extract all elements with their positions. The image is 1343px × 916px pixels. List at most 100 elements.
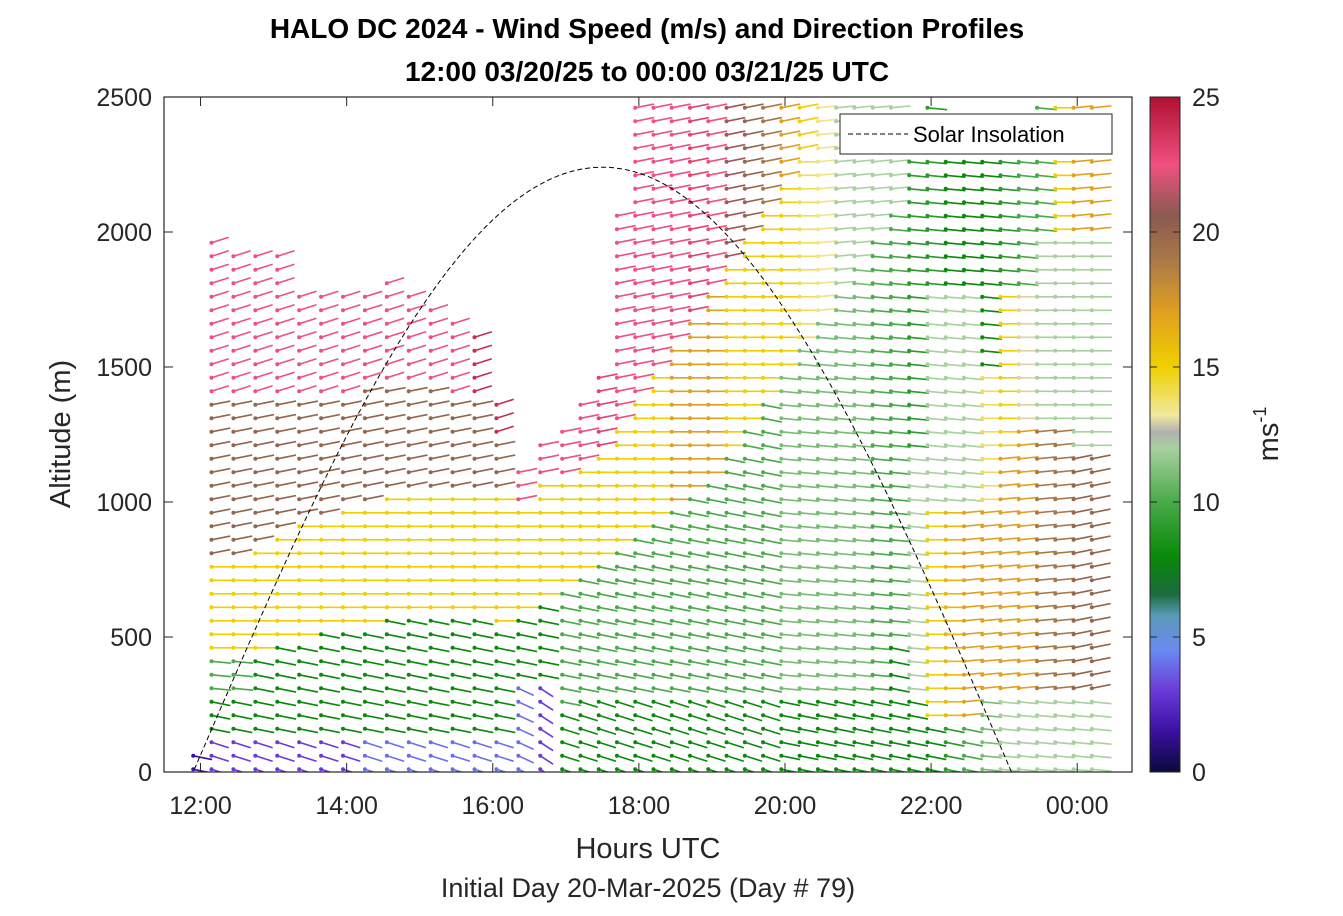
- wind-barb: [386, 687, 406, 693]
- wind-barb-head: [1089, 321, 1094, 326]
- wind-barb-head: [852, 740, 857, 745]
- wind-barb: [452, 687, 472, 693]
- wind-barb-head: [706, 632, 711, 637]
- wind-barb-head: [834, 497, 839, 502]
- wind-barb-head: [209, 240, 214, 245]
- wind-barb: [255, 728, 275, 734]
- wind-barb-head: [209, 321, 214, 326]
- wind-barb-head: [888, 564, 893, 569]
- wind-barb-head: [319, 375, 324, 380]
- wind-barb: [233, 548, 253, 555]
- wind-barb: [945, 485, 966, 489]
- wind-barb-head: [925, 308, 930, 313]
- wind-barb-head: [516, 645, 521, 650]
- wind-barb-head: [596, 672, 601, 677]
- wind-barb-head: [472, 335, 477, 340]
- wind-barb-head: [297, 402, 302, 407]
- wind-barb: [890, 186, 911, 190]
- wind-barb-head: [1089, 416, 1094, 421]
- wind-barb-head: [472, 740, 477, 745]
- wind-barb-head: [1053, 240, 1058, 245]
- wind-barb-head: [1016, 726, 1021, 731]
- wind-barb: [689, 633, 709, 639]
- wind-barb: [233, 440, 253, 447]
- wind-barb-head: [742, 672, 747, 677]
- wind-barb: [342, 728, 362, 734]
- wind-barb-head: [724, 402, 729, 407]
- wind-barb: [233, 263, 251, 271]
- wind-barb-head: [275, 348, 280, 353]
- wind-barb: [781, 471, 802, 476]
- wind-barb: [726, 184, 746, 190]
- legend-entry-solar-insolation: Solar Insolation: [913, 122, 1065, 147]
- wind-barb-head: [724, 308, 729, 313]
- wind-barb-head: [578, 564, 583, 569]
- wind-barb: [836, 253, 856, 258]
- wind-barb-head: [1053, 564, 1058, 569]
- wind-barb-head: [560, 713, 565, 718]
- wind-barb-head: [980, 456, 985, 461]
- wind-barb: [1055, 672, 1076, 676]
- wind-barb-head: [742, 119, 747, 124]
- wind-barb: [255, 371, 273, 379]
- wind-barb-head: [384, 362, 389, 367]
- wind-barb: [1073, 629, 1093, 636]
- wind-barb: [211, 741, 230, 749]
- wind-barb: [1036, 228, 1057, 233]
- wind-barb-head: [724, 186, 729, 191]
- wind-barb-head: [1035, 740, 1040, 745]
- wind-barb: [744, 647, 764, 653]
- wind-barb-head: [925, 632, 930, 637]
- wind-barb-head: [209, 470, 214, 475]
- wind-barb: [598, 579, 618, 585]
- wind-barb-head: [797, 591, 802, 596]
- wind-barb: [744, 512, 764, 518]
- wind-barb: [909, 498, 929, 503]
- wind-barb-head: [688, 254, 693, 259]
- wind-profile-column: [761, 103, 784, 772]
- wind-barb-head: [1071, 470, 1076, 475]
- wind-barb: [1018, 510, 1039, 514]
- wind-barb: [1091, 199, 1112, 204]
- wind-barb-head: [633, 335, 638, 340]
- wind-barb-head: [852, 159, 857, 164]
- wind-barb-head: [834, 429, 839, 434]
- wind-barb: [963, 685, 984, 690]
- wind-barb: [726, 130, 746, 136]
- wind-barb: [430, 768, 442, 772]
- wind-barb-head: [852, 672, 857, 677]
- wind-barb-head: [1035, 294, 1040, 299]
- wind-barb-head: [297, 429, 302, 434]
- wind-barb-head: [943, 173, 948, 178]
- wind-barb: [671, 319, 691, 325]
- wind-barb: [726, 498, 746, 504]
- wind-barb-head: [961, 713, 966, 718]
- wind-barb-head: [1089, 429, 1094, 434]
- wind-barb-head: [961, 578, 966, 583]
- wind-barb-head: [943, 659, 948, 664]
- wind-barb-head: [779, 726, 784, 731]
- wind-barb: [963, 712, 984, 717]
- wind-barb-head: [943, 294, 948, 299]
- wind-barb: [726, 687, 746, 693]
- wind-barb: [1000, 242, 1021, 246]
- wind-barb-head: [998, 159, 1003, 164]
- wind-barb-head: [669, 321, 674, 326]
- wind-barb-head: [362, 470, 367, 475]
- wind-barb-head: [297, 483, 302, 488]
- wind-barb-head: [1035, 767, 1040, 772]
- wind-barb-head: [1016, 375, 1021, 380]
- wind-barb: [562, 701, 582, 707]
- wind-barb: [211, 674, 232, 678]
- wind-barb: [963, 188, 984, 192]
- wind-barb-head: [724, 510, 729, 515]
- wind-barb-head: [907, 578, 912, 583]
- wind-barb-head: [797, 362, 802, 367]
- wind-barb-head: [742, 308, 747, 313]
- wind-barb-head: [560, 591, 565, 596]
- wind-barb-head: [362, 416, 367, 421]
- wind-barb: [744, 103, 764, 109]
- wind-barb-head: [560, 659, 565, 664]
- wind-barb: [1073, 755, 1094, 759]
- wind-barb: [945, 768, 964, 772]
